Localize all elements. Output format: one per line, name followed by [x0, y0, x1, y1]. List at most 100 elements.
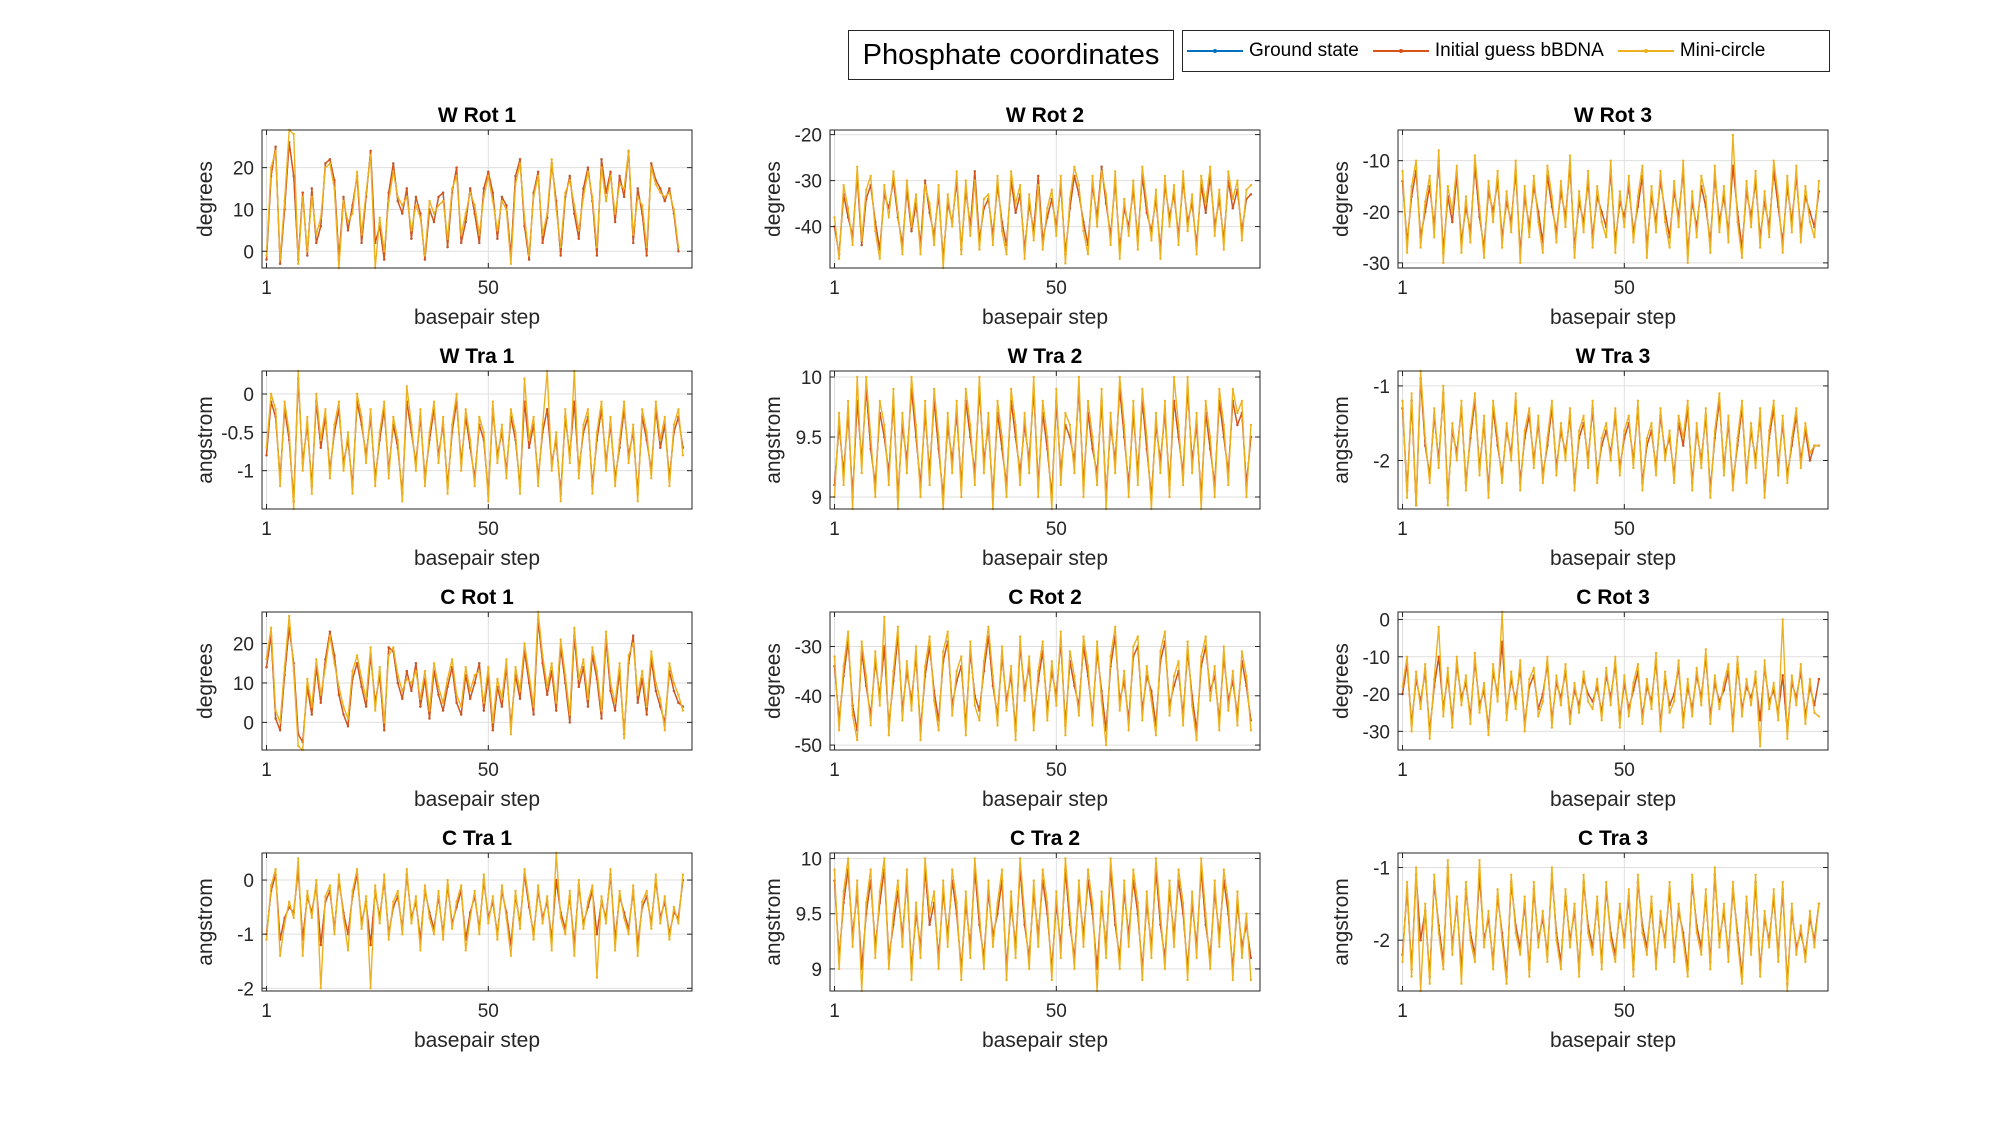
data-point [1433, 677, 1436, 681]
data-point [1700, 174, 1703, 178]
data-point [1100, 387, 1103, 391]
data-point [991, 674, 995, 678]
data-point [910, 978, 913, 982]
data-point [351, 212, 354, 215]
data-point [600, 158, 603, 161]
data-point [659, 922, 662, 925]
data-point [1177, 423, 1180, 427]
data-point [1068, 650, 1072, 653]
data-point [1532, 666, 1536, 670]
data-point [582, 423, 585, 426]
x-axis-label: basepair step [1550, 1029, 1676, 1052]
data-point [1781, 414, 1784, 417]
y-tick-label: -40 [795, 687, 822, 708]
data-point [577, 237, 580, 240]
data-point [960, 978, 963, 982]
data-point [582, 658, 585, 661]
subplot-title: W Rot 1 [438, 104, 516, 127]
y-axis-label: angstrom [762, 396, 785, 484]
data-point [401, 212, 404, 215]
data-point [301, 195, 304, 199]
data-point [1768, 946, 1771, 949]
data-point [1704, 407, 1708, 410]
data-point [1700, 466, 1703, 470]
data-point [432, 662, 436, 665]
data-point [987, 879, 990, 882]
data-point [1641, 722, 1644, 726]
data-point [550, 158, 553, 161]
data-point [1582, 231, 1585, 234]
data-point [1550, 866, 1554, 869]
y-axis-label: degrees [762, 643, 785, 719]
data-point [1100, 699, 1103, 702]
data-point [1231, 669, 1235, 673]
data-point [937, 967, 940, 971]
x-tick-label: 50 [1614, 278, 1635, 299]
data-point [1749, 422, 1753, 425]
data-point [1437, 466, 1440, 470]
data-point [905, 868, 909, 871]
data-point [869, 724, 872, 727]
data-point [1546, 655, 1549, 658]
y-tick-label: 0 [243, 385, 254, 406]
data-point [942, 650, 945, 653]
data-point [1763, 909, 1766, 913]
data-point [1781, 618, 1784, 621]
data-point [1591, 707, 1594, 711]
data-point [1668, 429, 1671, 432]
data-point [618, 662, 621, 665]
subplot-title: C Tra 3 [1578, 827, 1648, 850]
data-point [351, 492, 354, 495]
data-point [582, 187, 585, 190]
x-axis-label: basepair step [982, 547, 1108, 570]
data-point [364, 191, 368, 194]
data-point [369, 943, 372, 947]
data-point [1704, 195, 1708, 198]
data-point [310, 492, 313, 495]
data-point [315, 233, 318, 236]
data-point [1433, 236, 1436, 239]
data-point [1713, 164, 1717, 167]
data-point [346, 431, 350, 434]
data-point [423, 254, 427, 257]
data-point [378, 922, 381, 925]
x-tick-label: 1 [261, 1001, 272, 1022]
data-point [274, 709, 277, 712]
data-point [1654, 474, 1658, 477]
data-point [672, 681, 676, 685]
data-point [455, 166, 458, 169]
data-point [982, 471, 986, 475]
data-point [856, 375, 859, 379]
data-point [392, 170, 395, 173]
data-point [996, 174, 999, 178]
axes-box [1397, 611, 1829, 751]
data-point [860, 243, 863, 247]
data-point [536, 484, 540, 488]
data-point [1455, 459, 1459, 462]
data-point [536, 174, 540, 178]
data-point [469, 697, 472, 700]
data-point [573, 204, 576, 207]
data-point [428, 916, 431, 920]
data-point [1568, 946, 1572, 949]
data-point [1419, 707, 1422, 711]
subplot-c-tra-1: 1 50 -2 -1 0 C Tra 1 basepair step angstrom [194, 827, 693, 1052]
data-point [905, 660, 909, 663]
data-point [297, 262, 300, 265]
data-point [1700, 704, 1703, 707]
data-point [1064, 857, 1067, 860]
data-point [1000, 435, 1004, 439]
data-point [622, 400, 626, 403]
data-point [550, 949, 553, 952]
data-point [837, 729, 841, 732]
axes-box [1397, 129, 1829, 269]
y-axis-label: degrees [194, 643, 217, 719]
data-point [1136, 248, 1140, 251]
data-point [645, 245, 648, 249]
data-point [1437, 655, 1440, 658]
data-point [1150, 956, 1153, 960]
axes-box [261, 370, 693, 510]
data-point [324, 166, 327, 169]
data-point [901, 411, 904, 415]
y-tick-label: -30 [1363, 722, 1390, 743]
